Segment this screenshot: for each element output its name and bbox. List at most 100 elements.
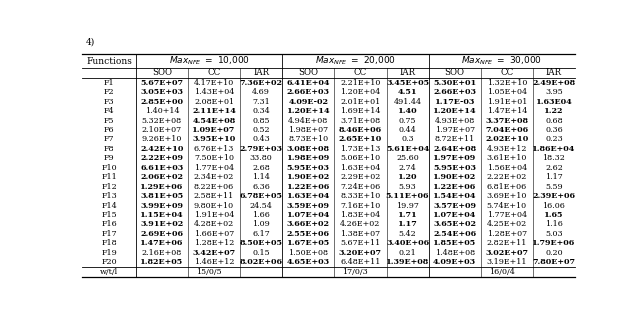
Text: 2.58E+11: 2.58E+11 xyxy=(194,192,234,200)
Text: F1: F1 xyxy=(104,79,115,87)
Text: 1.91E+04: 1.91E+04 xyxy=(194,211,234,219)
Text: 4.09E+03: 4.09E+03 xyxy=(433,258,476,266)
Text: 0.44: 0.44 xyxy=(399,126,417,134)
Text: 3.91E+02: 3.91E+02 xyxy=(140,220,184,228)
Text: 6.61E+03: 6.61E+03 xyxy=(140,164,184,172)
Text: 4.26E+02: 4.26E+02 xyxy=(340,220,381,228)
Text: 2.39E+06: 2.39E+06 xyxy=(532,192,575,200)
Text: 1.17: 1.17 xyxy=(397,220,417,228)
Text: 1.17E-03: 1.17E-03 xyxy=(435,98,475,106)
Text: 7.50E+10: 7.50E+10 xyxy=(194,154,234,162)
Text: 5.67E+11: 5.67E+11 xyxy=(340,239,381,247)
Text: 1.20: 1.20 xyxy=(398,173,417,181)
Text: 2.02E+10: 2.02E+10 xyxy=(485,136,529,143)
Text: 2.64E+08: 2.64E+08 xyxy=(433,145,476,153)
Text: 0.36: 0.36 xyxy=(545,126,563,134)
Text: 19.97: 19.97 xyxy=(396,202,419,210)
Text: 5.95E+03: 5.95E+03 xyxy=(433,164,476,172)
Text: 1.07E+04: 1.07E+04 xyxy=(287,211,330,219)
Text: 3.69E+10: 3.69E+10 xyxy=(486,192,527,200)
Text: 6.78E+05: 6.78E+05 xyxy=(239,192,283,200)
Text: F13: F13 xyxy=(101,192,117,200)
Text: 1.40: 1.40 xyxy=(397,107,417,115)
Text: 1.77E+04: 1.77E+04 xyxy=(487,211,527,219)
Text: 1.22E+06: 1.22E+06 xyxy=(433,183,476,191)
Text: 2.54E+06: 2.54E+06 xyxy=(433,230,476,238)
Text: F14: F14 xyxy=(101,202,117,210)
Text: IAR: IAR xyxy=(546,68,562,77)
Text: 1.79E+06: 1.79E+06 xyxy=(532,239,575,247)
Text: 1.98E+07: 1.98E+07 xyxy=(288,126,328,134)
Text: 3.45E+05: 3.45E+05 xyxy=(386,79,429,87)
Text: 3.42E+07: 3.42E+07 xyxy=(193,249,236,257)
Text: 1.73E+13: 1.73E+13 xyxy=(340,145,381,153)
Text: 5.74E+10: 5.74E+10 xyxy=(487,202,527,210)
Text: F10: F10 xyxy=(101,164,117,172)
Text: F17: F17 xyxy=(101,230,117,238)
Text: 1.16: 1.16 xyxy=(545,220,563,228)
Text: 6.17: 6.17 xyxy=(252,230,270,238)
Text: 1.32E+10: 1.32E+10 xyxy=(486,79,527,87)
Text: 1.40+14: 1.40+14 xyxy=(145,107,179,115)
Text: 1.46E+12: 1.46E+12 xyxy=(194,258,234,266)
Text: 491.44: 491.44 xyxy=(394,98,422,106)
Text: 1.22E+06: 1.22E+06 xyxy=(287,183,330,191)
Text: 0.85: 0.85 xyxy=(252,116,270,125)
Text: 1.39E+08: 1.39E+08 xyxy=(386,258,429,266)
Text: 3.08E+08: 3.08E+08 xyxy=(287,145,330,153)
Text: 4): 4) xyxy=(86,38,95,47)
Text: F15: F15 xyxy=(101,211,117,219)
Text: 0.34: 0.34 xyxy=(252,107,270,115)
Text: 1.28E+12: 1.28E+12 xyxy=(194,239,234,247)
Text: 5.93: 5.93 xyxy=(399,183,417,191)
Text: 4.65E+03: 4.65E+03 xyxy=(287,258,330,266)
Text: 25.60: 25.60 xyxy=(396,154,419,162)
Text: IAR: IAR xyxy=(253,68,269,77)
Text: 1.85E+05: 1.85E+05 xyxy=(433,239,476,247)
Text: 3.65E+02: 3.65E+02 xyxy=(433,220,476,228)
Text: F5: F5 xyxy=(104,116,115,125)
Text: 5.32E+08: 5.32E+08 xyxy=(142,116,182,125)
Text: 0.20: 0.20 xyxy=(545,249,563,257)
Text: 3.95E+10: 3.95E+10 xyxy=(193,136,236,143)
Text: 7.16E+10: 7.16E+10 xyxy=(340,202,381,210)
Text: 3.95: 3.95 xyxy=(545,88,563,96)
Text: 1.17: 1.17 xyxy=(545,173,563,181)
Text: 8.72E+11: 8.72E+11 xyxy=(435,136,475,143)
Text: 1.20E+14: 1.20E+14 xyxy=(433,107,477,115)
Text: 2.08E+01: 2.08E+01 xyxy=(194,98,234,106)
Text: 16/0/4: 16/0/4 xyxy=(489,268,515,276)
Text: F16: F16 xyxy=(101,220,117,228)
Text: 5.59: 5.59 xyxy=(545,183,563,191)
Text: F3: F3 xyxy=(104,98,115,106)
Text: SOO: SOO xyxy=(152,68,172,77)
Text: 1.09: 1.09 xyxy=(252,220,270,228)
Text: 1.63E04: 1.63E04 xyxy=(536,98,572,106)
Text: 0.21: 0.21 xyxy=(399,249,417,257)
Text: 2.62: 2.62 xyxy=(545,164,563,172)
Text: 3.19E+11: 3.19E+11 xyxy=(486,258,527,266)
Text: 1.09E+07: 1.09E+07 xyxy=(193,126,236,134)
Text: F12: F12 xyxy=(101,183,117,191)
Text: 4.09E-02: 4.09E-02 xyxy=(288,98,328,106)
Text: 1.66: 1.66 xyxy=(252,211,270,219)
Text: 2.49E+08: 2.49E+08 xyxy=(532,79,575,87)
Text: 7.80E+07: 7.80E+07 xyxy=(532,258,575,266)
Text: 1.69E+14: 1.69E+14 xyxy=(340,107,381,115)
Text: F19: F19 xyxy=(101,249,117,257)
Text: 2.82E+11: 2.82E+11 xyxy=(486,239,527,247)
Text: F20: F20 xyxy=(101,258,117,266)
Text: 1.97E+09: 1.97E+09 xyxy=(433,154,476,162)
Text: 0.52: 0.52 xyxy=(252,126,270,134)
Text: 2.74: 2.74 xyxy=(399,164,417,172)
Text: 4.25E+02: 4.25E+02 xyxy=(487,220,527,228)
Text: 2.06E+02: 2.06E+02 xyxy=(140,173,184,181)
Text: 4.93E+12: 4.93E+12 xyxy=(486,145,527,153)
Text: 4.17E+10: 4.17E+10 xyxy=(194,79,234,87)
Text: 2.68: 2.68 xyxy=(252,164,270,172)
Text: 6.81E+06: 6.81E+06 xyxy=(487,183,527,191)
Text: 2.21E+10: 2.21E+10 xyxy=(340,79,381,87)
Text: 3.57E+09: 3.57E+09 xyxy=(433,202,476,210)
Text: 3.37E+08: 3.37E+08 xyxy=(485,116,529,125)
Text: 1.83E+04: 1.83E+04 xyxy=(340,211,381,219)
